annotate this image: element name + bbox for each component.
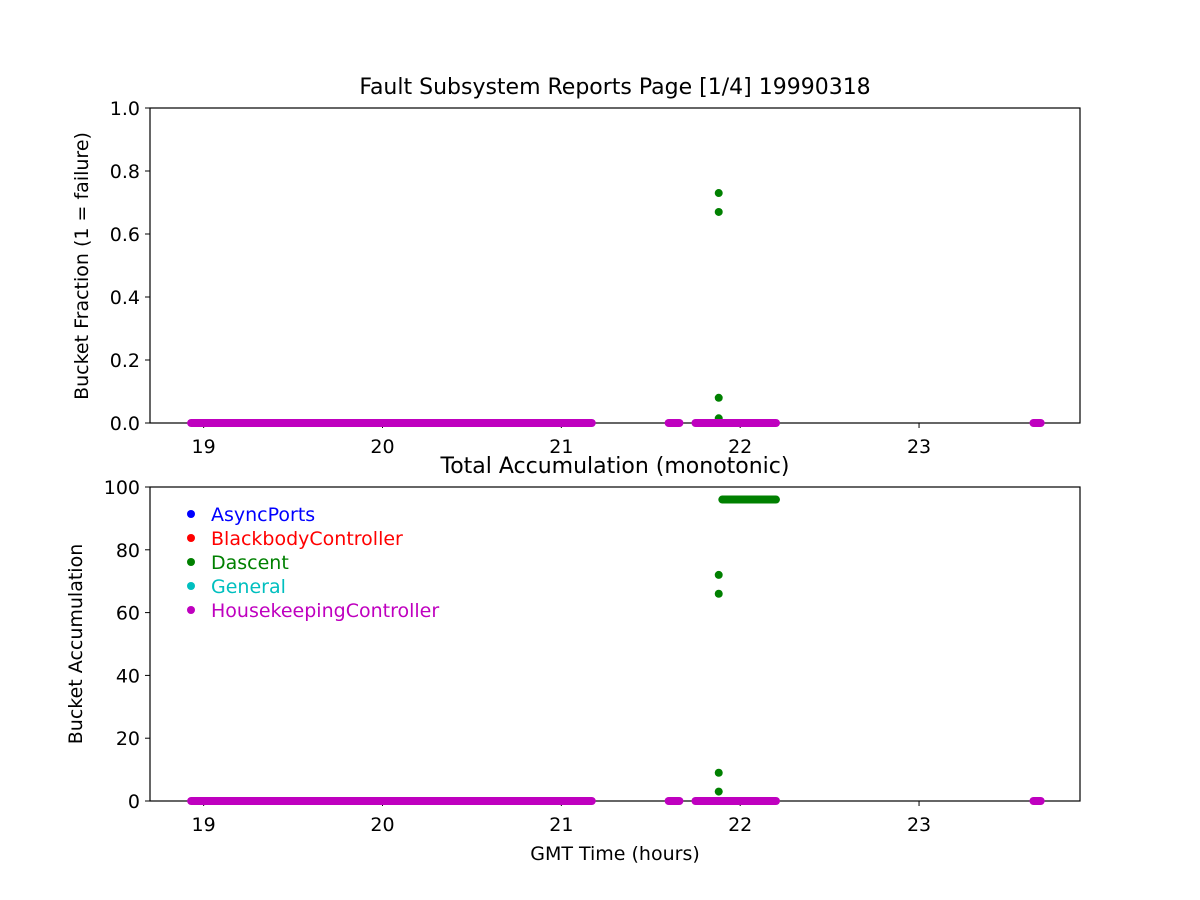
dascent-point: [714, 768, 723, 777]
dascent-point: [714, 570, 723, 579]
bottom-data-marks: [187, 495, 1045, 805]
x-axis-label: GMT Time (hours): [530, 843, 700, 865]
x-tick-label: 23: [907, 814, 931, 836]
y-tick-label: 100: [104, 477, 140, 499]
x-tick-label: 23: [907, 436, 931, 458]
legend-marker: [187, 510, 195, 518]
top-x-ticks: 19 20 21 22 23: [192, 423, 931, 458]
y-tick-label: 80: [116, 540, 140, 562]
dascent-point: [714, 589, 723, 598]
legend-marker: [187, 558, 195, 566]
bottom-chart-title: Total Accumulation (monotonic): [440, 454, 790, 479]
top-plot-frame: [149, 107, 1081, 424]
legend-marker: [187, 534, 195, 542]
legend-label: HousekeepingController: [211, 600, 439, 622]
x-tick-label: 20: [370, 814, 394, 836]
legend-marker: [187, 582, 195, 590]
x-tick-label: 19: [192, 814, 216, 836]
y-tick-label: 0.6: [110, 224, 140, 246]
dascent-point: [714, 393, 723, 402]
y-tick-label: 0.8: [110, 161, 140, 183]
x-tick-label: 22: [728, 436, 752, 458]
dascent-point: [714, 787, 723, 796]
x-tick-label: 21: [549, 436, 573, 458]
y-tick-label: 20: [116, 728, 140, 750]
dascent-point: [714, 207, 723, 216]
x-tick-label: 21: [549, 814, 573, 836]
y-tick-label: 0: [128, 791, 140, 813]
top-chart-title: Fault Subsystem Reports Page [1/4] 19990…: [359, 75, 870, 100]
top-y-ticks: 0.0 0.2 0.4 0.6 0.8 1.0: [110, 98, 150, 435]
legend-label: Dascent: [211, 552, 289, 574]
legend-marker: [187, 606, 195, 614]
y-tick-label: 0.2: [110, 350, 140, 372]
bottom-y-axis-label: Bucket Accumulation: [65, 544, 87, 745]
bottom-y-ticks: 0 20 40 60 80 100: [104, 477, 150, 813]
legend-label: General: [211, 576, 286, 598]
bottom-plot-frame: [149, 486, 1081, 802]
chart-bottom: Total Accumulation (monotonic) Bucket Ac…: [65, 454, 1081, 865]
top-y-axis-label: Bucket Fraction (1 = failure): [71, 132, 93, 400]
bottom-x-ticks: 19 20 21 22 23: [192, 801, 931, 836]
y-tick-label: 40: [116, 665, 140, 687]
y-tick-label: 0.4: [110, 287, 140, 309]
x-tick-label: 20: [370, 436, 394, 458]
legend-label: AsyncPorts: [211, 504, 315, 526]
legend: AsyncPortsBlackbodyControllerDascentGene…: [187, 504, 439, 622]
x-tick-label: 22: [728, 814, 752, 836]
chart-top: Fault Subsystem Reports Page [1/4] 19990…: [71, 75, 1081, 458]
x-tick-label: 19: [192, 436, 216, 458]
top-data-marks: [187, 189, 1045, 427]
y-tick-label: 1.0: [110, 98, 140, 120]
y-tick-label: 60: [116, 603, 140, 625]
dascent-point: [714, 189, 723, 198]
legend-label: BlackbodyController: [211, 528, 403, 550]
y-tick-label: 0.0: [110, 413, 140, 435]
